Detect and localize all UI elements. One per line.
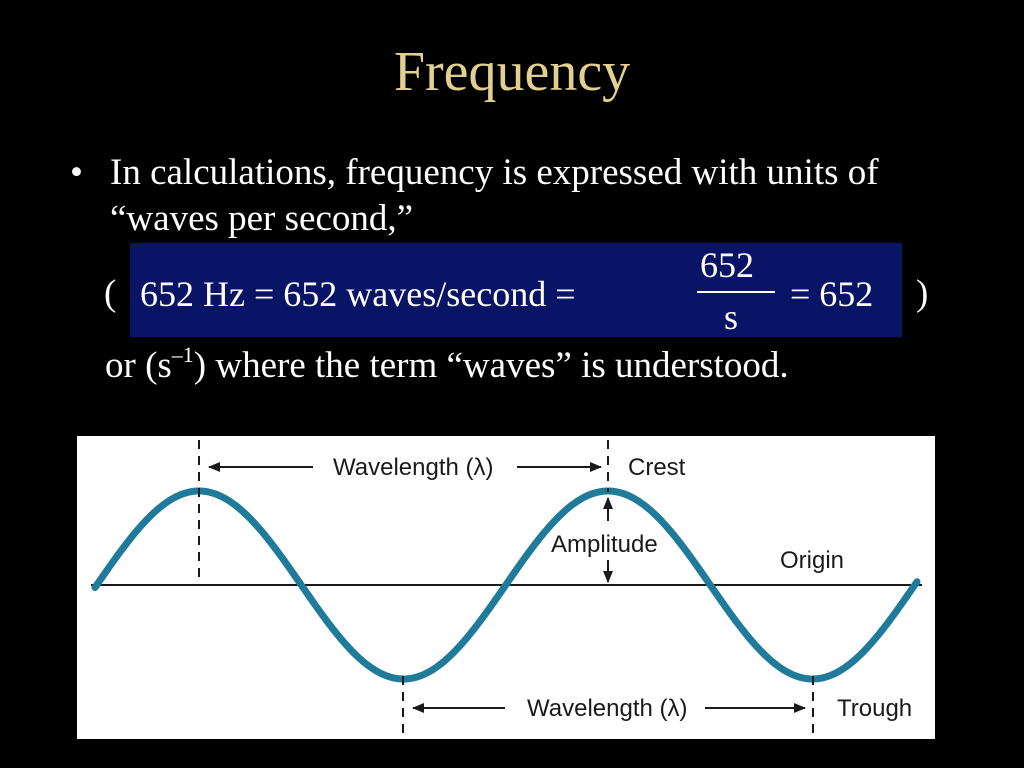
units-prefix: or (s [105, 345, 172, 386]
wave-diagram-svg: Wavelength (λ) Crest Amplitude Origin Wa… [91, 440, 922, 738]
units-explanation: or (s–1) where the term “waves” is under… [105, 342, 789, 387]
units-exponent: –1 [171, 342, 194, 367]
fraction-bar [697, 291, 775, 293]
fraction-denominator: s [724, 297, 739, 337]
slide-title: Frequency [393, 41, 631, 103]
open-paren: ( [104, 273, 117, 314]
wavelength-top-label: Wavelength (λ) [333, 454, 494, 481]
wave-diagram: Wavelength (λ) Crest Amplitude Origin Wa… [77, 436, 935, 739]
bullet-dot-icon: • [70, 152, 83, 193]
trough-label: Trough [837, 695, 912, 722]
close-paren: ) [916, 273, 929, 314]
wavelength-bottom-label: Wavelength (λ) [527, 695, 688, 722]
formula-left: 652 Hz = 652 waves/second = [140, 274, 576, 314]
amplitude-label: Amplitude [551, 531, 658, 558]
fraction-numerator: 652 [700, 245, 754, 285]
bullet-text: In calculations, frequency is expressed … [110, 152, 879, 239]
formula-right: = 652 [790, 274, 874, 314]
formula-box [130, 243, 902, 337]
sine-wave [91, 487, 921, 683]
units-suffix: ) where the term “waves” is understood. [193, 345, 789, 386]
crest-label: Crest [628, 454, 686, 481]
origin-label: Origin [780, 547, 844, 574]
